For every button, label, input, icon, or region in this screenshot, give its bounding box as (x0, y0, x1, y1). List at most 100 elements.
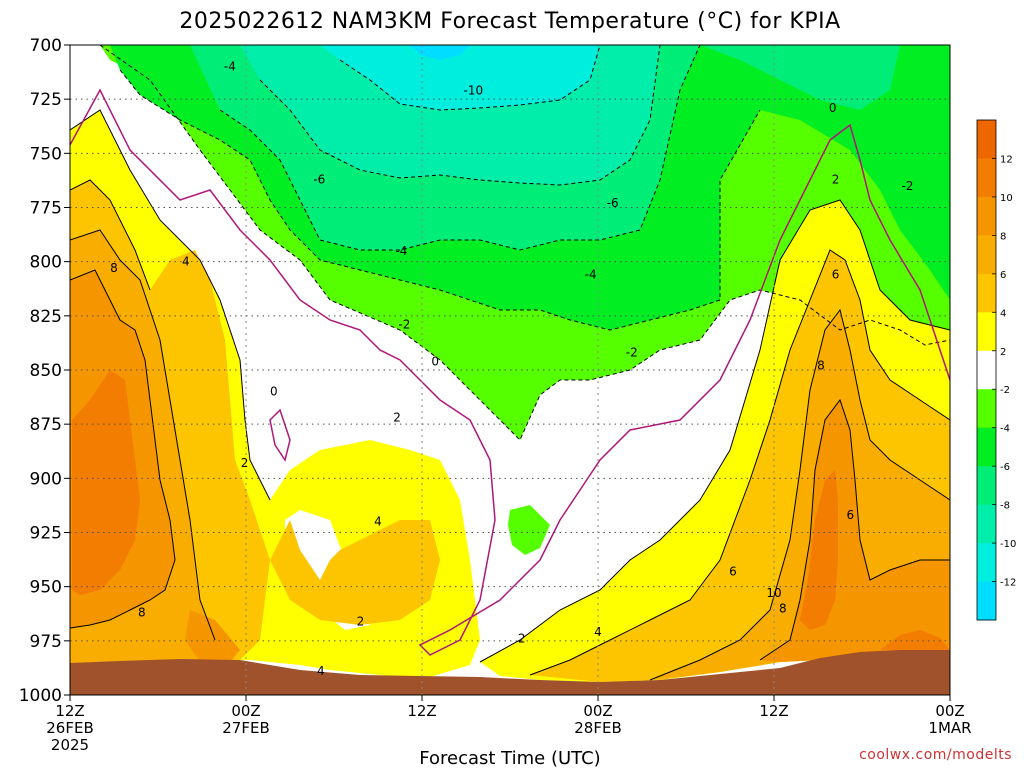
band-6-fill-left-low (185, 610, 240, 662)
colorbar-swatch (977, 196, 996, 236)
colorbar-frame (976, 119, 997, 621)
colorbar-label: -6 (1000, 462, 1010, 473)
contour-label: 2 (241, 456, 249, 470)
colorbar-label: -12 (1000, 578, 1016, 589)
x-tick-label: 00Z (231, 702, 260, 720)
contour-label: -4 (585, 268, 597, 282)
y-tick-label: 825 (30, 307, 62, 327)
colorbar-label: 8 (1000, 231, 1006, 242)
contour-label: -6 (607, 196, 619, 210)
contour-label: 6 (846, 508, 854, 522)
band-10-fill-right-low (880, 630, 950, 650)
contour-6-right (649, 308, 950, 681)
y-tick-label: 875 (30, 415, 62, 435)
contour-label: 8 (817, 359, 825, 373)
colorbar-label: 10 (1000, 193, 1013, 204)
contour-label: 8 (779, 601, 787, 615)
contour-label: 2 (518, 632, 526, 646)
colorbar-swatch (977, 350, 996, 390)
y-tick-label: 950 (30, 578, 62, 598)
band-minus10-fill (320, 45, 600, 110)
contour-minus6 (219, 45, 701, 251)
x-tick-label: 27FEB (222, 719, 269, 737)
x-tick-label: 00Z (935, 702, 964, 720)
contour-8-left (70, 269, 176, 629)
chart-title: 2025022612 NAM3KM Forecast Temperature (… (179, 9, 840, 34)
x-tick-label: 26FEB (46, 719, 93, 737)
x-tick-label: 1MAR (928, 719, 971, 737)
band-10-fill-left (72, 370, 140, 595)
contour-label: 6 (729, 565, 737, 579)
contour-minus4 (119, 69, 761, 331)
y-tick-label: 775 (30, 199, 62, 219)
colorbar-swatch (977, 120, 996, 159)
plot-grid (70, 45, 950, 695)
contour-label: 2 (832, 172, 840, 186)
contour-0 (70, 88, 950, 656)
colorbar-swatch (977, 389, 996, 429)
contour-2-left (70, 109, 271, 501)
colorbar-label: -4 (1000, 424, 1010, 435)
band-minus12-fill (410, 45, 470, 60)
y-tick-label: 975 (30, 632, 62, 652)
x-axis-label: Forecast Time (UTC) (419, 748, 600, 768)
colorbar-label: 2 (1000, 347, 1006, 358)
contour-label: 10 (766, 586, 781, 600)
colorbar-label: 12 (1000, 154, 1013, 165)
y-tick-label: 750 (30, 144, 62, 164)
y-tick-label: 700 (30, 36, 62, 56)
colorbar-label: 6 (1000, 270, 1006, 281)
contour-minus10 (339, 45, 601, 111)
contour-lines (70, 45, 950, 681)
credit-text: coolwx.com/modelts (859, 747, 1012, 763)
contour-label: 4 (317, 664, 325, 678)
y-tick-label: 800 (30, 253, 62, 273)
contour-label: -4 (395, 244, 407, 258)
contour-label: -2 (398, 318, 410, 332)
contour-2-right (479, 199, 950, 663)
colorbar-swatch (977, 504, 996, 544)
colorbar-swatch (977, 543, 996, 583)
colorbar-swatch (977, 466, 996, 506)
y-tick-label: 1000 (19, 686, 62, 706)
x-tick-label: 12Z (55, 702, 84, 720)
contour-minus8 (259, 45, 661, 186)
x-tick-label: 2025 (51, 736, 89, 754)
y-tick-label: 900 (30, 469, 62, 489)
colorbar-swatch (977, 273, 996, 313)
contour-label: -4 (224, 60, 236, 74)
contour-label: -10 (464, 84, 484, 98)
y-tick-label: 925 (30, 524, 62, 544)
y-tick-label: 725 (30, 90, 62, 110)
colorbar-swatch (977, 158, 996, 198)
freezing-line (70, 88, 950, 656)
contour-label: 2 (393, 411, 401, 425)
colorbar: 12 10 8 6 4 2 -2 -4 -6 -8 -10 -12 (976, 119, 1016, 621)
contour-label: 8 (110, 261, 118, 275)
temperature-field (70, 45, 950, 695)
x-tick-label: 12Z (407, 702, 436, 720)
colorbar-swatch (977, 581, 996, 621)
x-tick-label: 12Z (759, 702, 788, 720)
colorbar-swatch (977, 312, 996, 352)
colorbar-label: -8 (1000, 501, 1010, 512)
x-tick-label: 28FEB (574, 719, 621, 737)
contour-minus2 (99, 45, 950, 441)
colorbar-label: -10 (1000, 539, 1016, 550)
colorbar-swatch (977, 427, 996, 467)
x-tick-label: 00Z (583, 702, 612, 720)
contour-4-left (70, 179, 151, 291)
contour-label: 4 (594, 625, 602, 639)
terrain-fill (70, 650, 950, 695)
contour-4-right (529, 249, 950, 676)
contour-label: 4 (182, 255, 190, 269)
cold-pocket-fill (508, 505, 550, 555)
contour-label: -6 (313, 172, 325, 186)
y-tick-label: 850 (30, 361, 62, 381)
contour-label: 8 (138, 606, 146, 620)
contour-label: -2 (626, 346, 638, 360)
colorbar-swatch (977, 235, 996, 275)
